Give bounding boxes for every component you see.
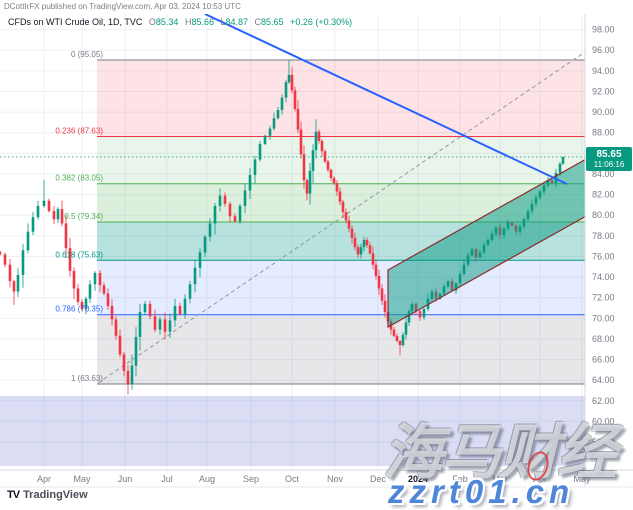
attribution-text: DCottIrFX published on TradingView.com, …: [4, 2, 241, 11]
svg-text:68.00: 68.00: [592, 334, 615, 344]
svg-text:Apr: Apr: [37, 474, 51, 484]
dashed-trendline: [97, 51, 585, 384]
svg-text:94.00: 94.00: [592, 66, 615, 76]
last-price-label[interactable]: 85.65 11:06:16: [586, 147, 632, 171]
symbol-title: CFDs on WTI Crude Oil, 1D, TVC: [8, 17, 143, 27]
svg-text:60.00: 60.00: [592, 416, 615, 426]
svg-text:90.00: 90.00: [592, 107, 615, 117]
svg-text:70.00: 70.00: [592, 313, 615, 323]
svg-text:64.00: 64.00: [592, 375, 615, 385]
svg-text:76.00: 76.00: [592, 251, 615, 261]
price-scale[interactable]: 98.0096.0094.0092.0090.0088.0086.0084.00…: [592, 25, 615, 447]
svg-text:Nov: Nov: [327, 474, 344, 484]
watermark-url-text: zzrt01.cn: [388, 473, 575, 510]
change-value: +0.26 (+0.30%): [290, 17, 353, 27]
open-label: O: [148, 17, 156, 27]
fib-band: [97, 60, 585, 137]
bar-countdown: 11:06:16: [593, 160, 625, 169]
svg-text:Dec: Dec: [370, 474, 387, 484]
svg-text:Jun: Jun: [118, 474, 133, 484]
svg-text:Jul: Jul: [161, 474, 173, 484]
svg-text:78.00: 78.00: [592, 231, 615, 241]
tradingview-logo-text: TradingView: [23, 489, 88, 501]
fib-label: 1 (63.63): [71, 374, 103, 383]
close-value: 85.65: [261, 17, 284, 27]
svg-text:May: May: [73, 474, 91, 484]
time-scale[interactable]: Apr May Jun Jul Aug Sep Oct Nov Dec 2024 Feb Mar Apr…: [37, 474, 591, 484]
close-label: C: [254, 17, 262, 27]
svg-text:98.00: 98.00: [592, 25, 615, 35]
svg-text:82.00: 82.00: [592, 190, 615, 200]
svg-text:May: May: [573, 474, 591, 484]
open-value: 85.34: [155, 17, 179, 27]
low-label: L: [220, 17, 226, 27]
plot-area: [0, 14, 585, 466]
high-value: 85.66: [191, 17, 214, 27]
svg-text:74.00: 74.00: [592, 272, 615, 282]
fib-label: 0.382 (83.05): [55, 174, 103, 183]
fib-band: [97, 260, 585, 315]
svg-text:62.00: 62.00: [592, 396, 615, 406]
chart-legend[interactable]: CFDs on WTI Crude Oil, 1D, TVC O85.34 H8…: [8, 17, 352, 27]
svg-text:2024: 2024: [408, 474, 428, 484]
gridlines: [0, 14, 585, 470]
tradingview-logo[interactable]: TV TradingView: [7, 489, 88, 501]
svg-text:72.00: 72.00: [592, 293, 615, 303]
svg-text:Apr: Apr: [533, 474, 547, 484]
tradingview-logo-icon: TV: [7, 489, 20, 501]
svg-text:80.00: 80.00: [592, 210, 615, 220]
fib-band: [97, 136, 585, 184]
svg-text:66.00: 66.00: [592, 355, 615, 365]
svg-text:92.00: 92.00: [592, 86, 615, 96]
svg-text:Sep: Sep: [243, 474, 259, 484]
fib-labels: 0 (95.05) 0.236 (87.63) 0.382 (83.05) 0.5 (…: [55, 50, 103, 383]
low-value: 84.87: [225, 17, 249, 27]
svg-text:Feb: Feb: [452, 474, 468, 484]
high-label: H: [184, 17, 192, 27]
svg-text:Mar: Mar: [492, 474, 508, 484]
svg-text:Aug: Aug: [199, 474, 215, 484]
svg-text:Oct: Oct: [285, 474, 300, 484]
svg-text:84.00: 84.00: [592, 169, 615, 179]
svg-text:96.00: 96.00: [592, 45, 615, 55]
fib-label: 0.5 (79.34): [64, 212, 103, 221]
last-price-value: 85.65: [596, 149, 622, 160]
fib-band: [97, 314, 585, 385]
svg-text:88.00: 88.00: [592, 128, 615, 138]
watermark-chinese-text: 海马财经: [383, 419, 617, 486]
fib-label: 0.236 (87.63): [55, 127, 103, 136]
support-zone: [0, 396, 585, 466]
fib-label: 0.786 (70.35): [55, 305, 103, 314]
ascending-channel: [387, 158, 585, 329]
svg-text:58.00: 58.00: [592, 437, 615, 447]
fib-label: 0.618 (75.63): [55, 250, 103, 259]
blue-trendline: [204, 14, 568, 185]
fib-label: 0 (95.05): [71, 50, 103, 59]
